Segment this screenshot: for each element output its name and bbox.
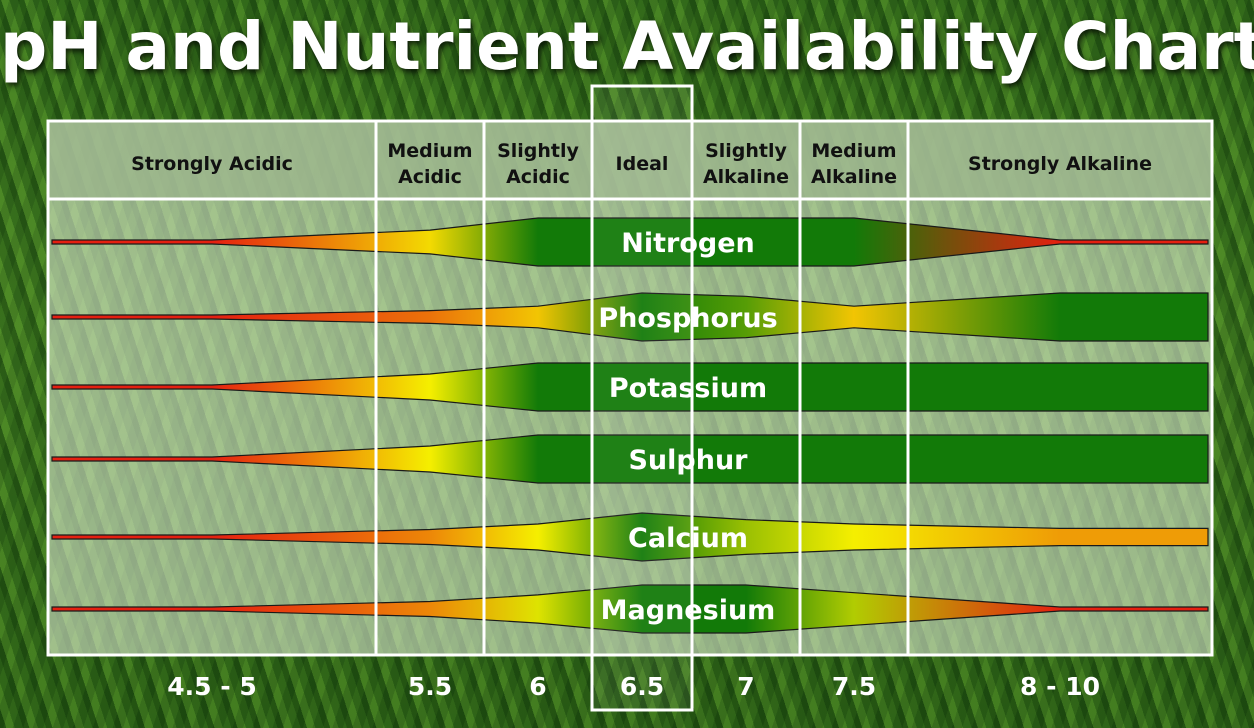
nutrient-bar-potassium — [51, 362, 1209, 412]
ph-tick-label: 8 - 10 — [1020, 672, 1100, 701]
nutrient-label: Nitrogen — [621, 228, 754, 259]
nutrient-bar-sulphur — [51, 434, 1209, 484]
band-label: Acidic — [398, 166, 462, 188]
band-label: Ideal — [616, 153, 669, 175]
band-label: Slightly — [705, 140, 787, 162]
nutrient-label: Sulphur — [628, 445, 748, 476]
header-band — [48, 121, 1212, 199]
band-label: Strongly Alkaline — [968, 153, 1152, 175]
band-label: Acidic — [506, 166, 570, 188]
nutrient-label: Potassium — [609, 373, 767, 404]
ideal-column-highlight — [590, 84, 694, 712]
nutrient-bar-magnesium — [51, 584, 1209, 634]
chart-title: pH and Nutrient Availability Chart — [0, 8, 1254, 85]
ph-tick-label: 6.5 — [620, 672, 664, 701]
nutrient-bar-calcium — [51, 512, 1209, 562]
ph-tick-label: 4.5 - 5 — [167, 672, 256, 701]
nutrient-bar-phosphorus — [51, 292, 1209, 342]
band-label: Alkaline — [703, 166, 789, 188]
band-label: Medium — [811, 140, 896, 162]
nutrient-label: Phosphorus — [598, 303, 777, 334]
band-label: Slightly — [497, 140, 579, 162]
ph-tick-label: 7 — [737, 672, 754, 701]
band-label: Strongly Acidic — [131, 153, 293, 175]
ph-tick-label: 7.5 — [832, 672, 876, 701]
ph-tick-label: 6 — [529, 672, 546, 701]
chart-frame — [46, 119, 1214, 657]
nutrient-label: Magnesium — [601, 595, 776, 626]
band-label: Alkaline — [811, 166, 897, 188]
ph-tick-label: 5.5 — [408, 672, 452, 701]
nutrient-label: Calcium — [628, 523, 748, 554]
nutrient-bar-nitrogen — [51, 217, 1209, 267]
band-label: Medium — [387, 140, 472, 162]
